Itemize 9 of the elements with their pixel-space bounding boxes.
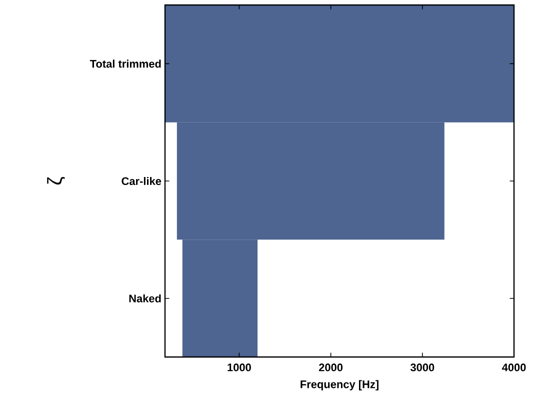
y-tick-label: Total trimmed bbox=[90, 60, 161, 68]
y-tick-label: Car-like bbox=[122, 176, 162, 186]
y-tick-label: Naked bbox=[129, 294, 161, 302]
x-tick-label: 4000 bbox=[502, 364, 526, 372]
y-axis-title: ζ bbox=[47, 176, 66, 185]
x-tick-label: 2000 bbox=[318, 364, 343, 372]
x-tick-label: 1000 bbox=[228, 364, 251, 372]
x-axis-title: Frequency [Hz] bbox=[300, 380, 378, 390]
x-tick-label: 3000 bbox=[410, 364, 434, 372]
